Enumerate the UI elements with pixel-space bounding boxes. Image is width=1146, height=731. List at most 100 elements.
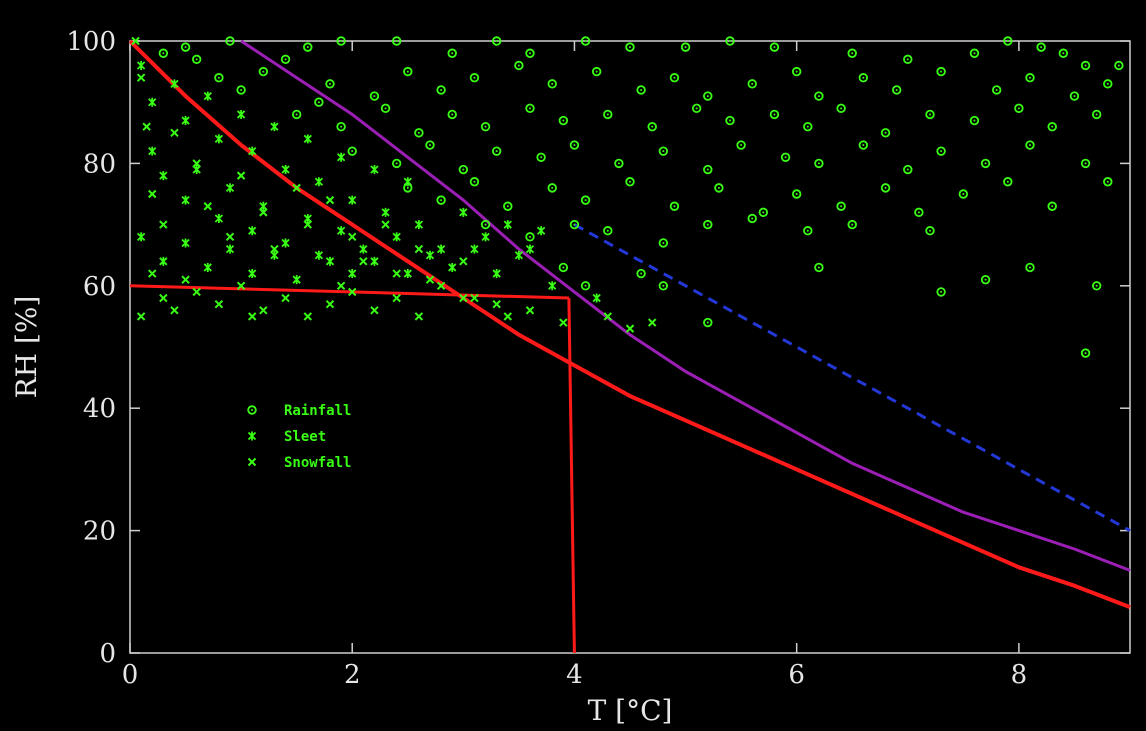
sleet-point <box>481 232 490 242</box>
sleet-point <box>248 226 257 236</box>
rainfall-point <box>380 103 391 114</box>
rainfall-point <box>814 262 824 273</box>
rainfall-point <box>403 66 413 77</box>
sleet-point <box>536 226 546 236</box>
rainfall-point <box>391 36 402 46</box>
rainfall-point <box>336 121 346 132</box>
snowfall-point <box>603 312 612 321</box>
legend-label-snowfall: Snowfall <box>284 455 351 471</box>
sleet-point <box>292 275 301 285</box>
rainfall-point <box>414 128 424 138</box>
rainfall-point <box>1047 201 1057 211</box>
rainfall-point <box>1080 60 1091 71</box>
y-axis-label: RH [%] <box>10 296 43 399</box>
legend-marker-snowfall <box>247 457 257 467</box>
snowfall-point <box>159 220 168 229</box>
rainfall-point <box>747 79 757 89</box>
rainfall-point <box>525 103 535 114</box>
sleet-point <box>514 250 524 260</box>
rainfall-point <box>636 85 646 95</box>
snowfall-point <box>181 275 190 284</box>
rainfall-point <box>803 121 813 132</box>
rainfall-point <box>791 66 802 77</box>
sleet-point <box>303 134 312 144</box>
rainfall-point <box>491 146 502 156</box>
rainfall-point <box>591 66 602 77</box>
sleet-point <box>225 244 235 254</box>
rainfall-point <box>1080 158 1091 169</box>
sleet-point <box>314 250 324 260</box>
rainfall-point <box>680 42 691 52</box>
legend-label-rainfall: Rainfall <box>284 403 351 419</box>
snowfall-point <box>142 122 151 131</box>
rainfall-point <box>291 109 302 120</box>
legend-marker-rainfall <box>247 405 257 415</box>
rainfall-point <box>969 115 980 126</box>
snowfall-point <box>503 312 512 321</box>
sleet-point <box>459 207 468 217</box>
rainfall-point <box>691 103 702 114</box>
sleet-point <box>181 195 190 205</box>
blue-dashed-curve-line <box>573 223 1131 532</box>
snowfall-point <box>625 324 635 333</box>
sleet-point <box>303 213 312 223</box>
rainfall-point <box>569 219 580 230</box>
rainfall-point <box>858 73 869 83</box>
x-tick-label: 8 <box>1011 660 1028 690</box>
sleet-point <box>336 226 346 236</box>
sleet-point <box>503 220 512 230</box>
snowfall-point <box>325 195 335 205</box>
sleet-point <box>136 60 146 70</box>
rainfall-point <box>614 158 624 169</box>
rainfall-point <box>536 152 546 162</box>
legend-label-sleet: Sleet <box>284 429 326 445</box>
rainfall-point <box>325 79 335 89</box>
sleet-point <box>248 269 257 279</box>
sleet-point <box>270 250 279 260</box>
rainfall-point <box>647 121 657 132</box>
rainfall-point <box>903 164 913 175</box>
rainfall-point <box>747 213 757 224</box>
rainfall-point <box>580 281 591 291</box>
sleet-point <box>348 195 357 205</box>
rainfall-point <box>525 48 535 58</box>
rainfall-point <box>1080 348 1091 358</box>
rainfall-point <box>980 274 991 285</box>
sleet-point <box>203 91 212 101</box>
rainfall-point <box>880 128 891 138</box>
points-layer <box>131 36 1124 358</box>
purple-curve-line <box>240 39 1131 572</box>
snowfall-point <box>348 232 357 242</box>
sleet-point <box>470 244 479 254</box>
rainfall-point <box>925 226 935 236</box>
rainfall-point <box>669 73 680 83</box>
rainfall-point <box>1047 121 1057 132</box>
snowfall-point <box>459 293 468 303</box>
rainfall-point <box>725 36 735 46</box>
rainfall-point <box>258 66 269 77</box>
sleet-point <box>381 207 390 217</box>
rainfall-point <box>769 42 780 52</box>
sleet-point <box>359 244 368 254</box>
snowfall-point <box>248 312 257 321</box>
sleet-point <box>325 256 335 266</box>
rainfall-point <box>480 219 491 230</box>
rainfall-point <box>758 207 769 218</box>
snowfall-point <box>359 257 368 266</box>
rainfall-point <box>303 42 313 52</box>
rainfall-point <box>236 85 246 95</box>
sleet-point <box>403 269 412 279</box>
snowfall-point <box>425 275 435 284</box>
rainfall-point <box>914 207 924 218</box>
sleet-point <box>370 256 379 266</box>
rainfall-point <box>625 42 635 52</box>
rainfall-point <box>547 183 557 193</box>
rainfall-point <box>703 317 713 328</box>
sleet-point <box>425 250 435 260</box>
rainfall-point <box>658 146 669 156</box>
sleet-point <box>281 165 290 175</box>
snowfall-point <box>136 73 146 82</box>
rainfall-point <box>436 195 446 205</box>
rainfall-point <box>491 36 502 46</box>
